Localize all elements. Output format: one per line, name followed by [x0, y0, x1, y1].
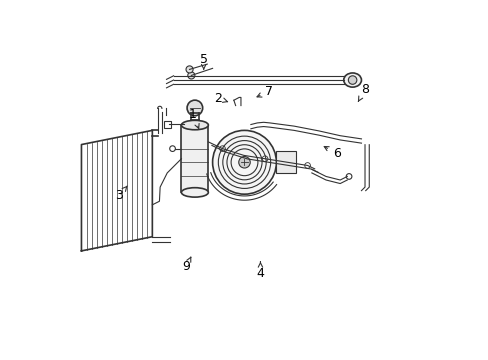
- Circle shape: [238, 157, 250, 168]
- FancyBboxPatch shape: [276, 151, 295, 174]
- Ellipse shape: [181, 188, 208, 197]
- Text: 7: 7: [257, 85, 273, 98]
- Ellipse shape: [343, 73, 361, 87]
- Text: 1: 1: [189, 108, 199, 129]
- Text: 3: 3: [115, 186, 127, 202]
- Text: 5: 5: [199, 53, 207, 69]
- Text: 8: 8: [358, 83, 368, 102]
- Text: 2: 2: [214, 92, 227, 105]
- Circle shape: [212, 130, 276, 194]
- FancyBboxPatch shape: [181, 125, 208, 192]
- Circle shape: [187, 100, 202, 116]
- Text: 9: 9: [182, 257, 190, 273]
- Circle shape: [185, 66, 193, 73]
- Ellipse shape: [181, 120, 208, 130]
- Text: 6: 6: [324, 147, 340, 160]
- Circle shape: [187, 72, 195, 79]
- Text: 4: 4: [256, 262, 264, 280]
- Circle shape: [347, 76, 356, 84]
